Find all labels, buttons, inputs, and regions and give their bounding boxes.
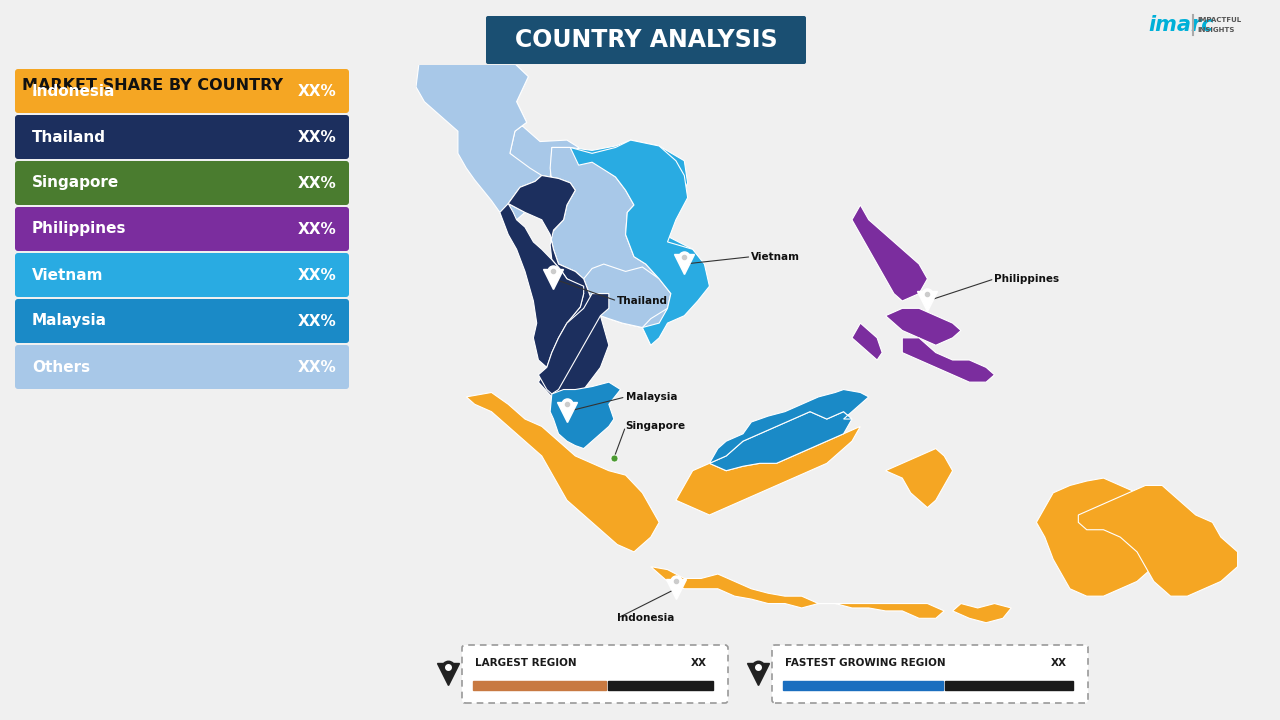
Polygon shape [886,308,961,346]
Polygon shape [650,567,818,608]
Text: Thailand: Thailand [32,130,106,145]
Bar [945,680,1073,690]
Polygon shape [550,382,621,449]
Polygon shape [499,204,584,367]
Text: LARGEST REGION: LARGEST REGION [475,657,576,667]
Text: Singapore: Singapore [32,176,119,191]
Polygon shape [886,449,952,508]
Text: XX%: XX% [297,359,335,374]
FancyBboxPatch shape [772,645,1088,703]
Polygon shape [952,603,1011,623]
Text: Vietnam: Vietnam [751,252,800,261]
Text: XX%: XX% [297,268,335,282]
Text: XX%: XX% [297,176,335,191]
Polygon shape [539,294,609,394]
FancyBboxPatch shape [15,115,349,159]
Text: XX%: XX% [297,222,335,236]
FancyBboxPatch shape [15,207,349,251]
Polygon shape [571,140,701,330]
Text: Philippines: Philippines [32,222,127,236]
Text: XX: XX [1051,657,1068,667]
Text: XX: XX [691,657,707,667]
Bar [474,680,605,690]
Text: INSIGHTS: INSIGHTS [1197,27,1234,33]
FancyBboxPatch shape [15,69,349,113]
Text: Vietnam: Vietnam [32,268,104,282]
FancyBboxPatch shape [15,345,349,389]
FancyBboxPatch shape [15,161,349,205]
Text: Others: Others [32,359,90,374]
Polygon shape [466,392,659,552]
Polygon shape [902,338,995,382]
Polygon shape [709,390,869,464]
FancyBboxPatch shape [462,645,728,703]
Polygon shape [1037,478,1170,596]
Bar [608,680,713,690]
Polygon shape [1078,485,1238,596]
Polygon shape [420,47,579,186]
Polygon shape [584,264,671,328]
Polygon shape [852,323,882,360]
Text: COUNTRY ANALYSIS: COUNTRY ANALYSIS [515,28,777,52]
Polygon shape [550,148,660,277]
Polygon shape [416,42,552,235]
Text: Indonesia: Indonesia [32,84,115,99]
Text: XX%: XX% [297,84,335,99]
Text: Indonesia: Indonesia [617,613,675,624]
Polygon shape [590,266,671,328]
Text: FASTEST GROWING REGION: FASTEST GROWING REGION [785,657,946,667]
Polygon shape [541,148,671,346]
Text: MARKET SHARE BY COUNTRY: MARKET SHARE BY COUNTRY [22,78,283,92]
Text: XX%: XX% [297,130,335,145]
FancyBboxPatch shape [486,16,806,64]
Text: Philippines: Philippines [995,274,1060,284]
Polygon shape [571,140,709,346]
Text: Malaysia: Malaysia [32,313,108,328]
Polygon shape [852,205,928,301]
FancyBboxPatch shape [15,253,349,297]
Text: XX%: XX% [297,313,335,328]
Polygon shape [508,176,609,401]
Bar [783,680,943,690]
FancyBboxPatch shape [15,299,349,343]
Polygon shape [676,426,860,515]
Polygon shape [818,603,945,618]
Text: Malaysia: Malaysia [626,392,677,402]
Polygon shape [709,412,852,471]
Text: Thailand: Thailand [617,296,668,306]
Text: imarc: imarc [1148,15,1213,35]
Text: IMPACTFUL: IMPACTFUL [1197,17,1242,23]
Text: Singapore: Singapore [626,421,686,431]
